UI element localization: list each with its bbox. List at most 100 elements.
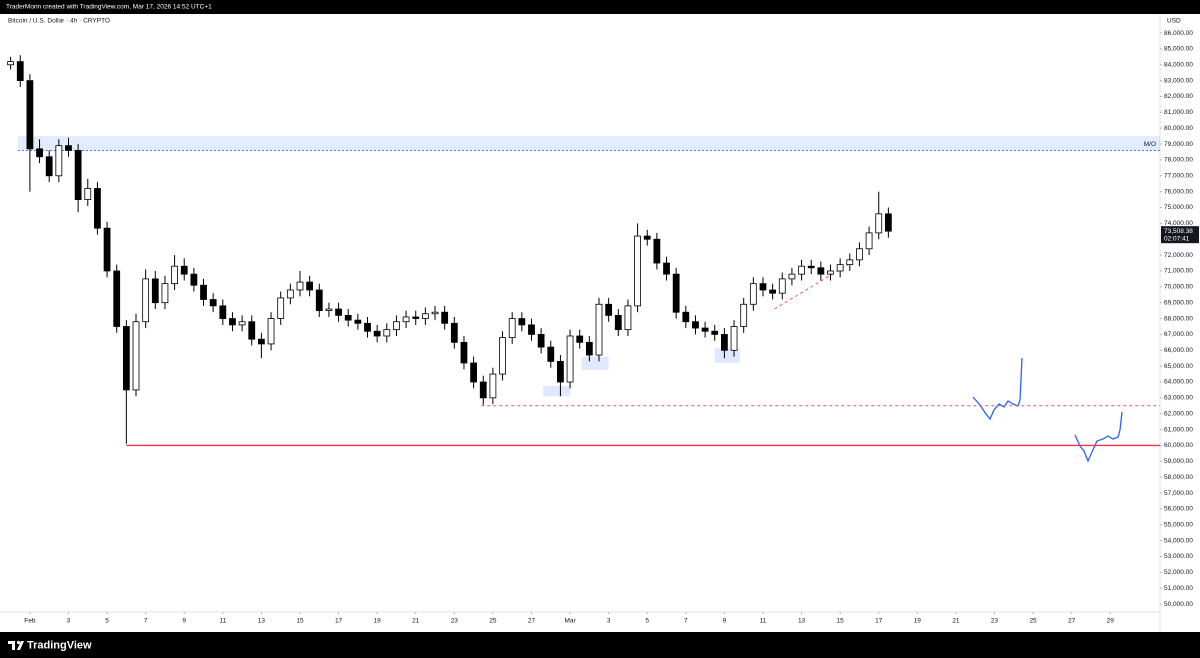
candle-body	[209, 299, 217, 307]
x-tick-label: 17	[335, 618, 343, 625]
candle	[624, 299, 632, 336]
candle-body	[190, 273, 198, 286]
candle	[749, 277, 757, 311]
candle-body	[277, 297, 285, 319]
candle	[499, 331, 506, 381]
candle-body	[798, 265, 805, 275]
y-tick-label: 51,000.00	[1164, 585, 1193, 592]
candle	[7, 56, 15, 70]
candle-body	[740, 303, 748, 327]
candle-body	[595, 303, 603, 356]
candle	[171, 255, 178, 290]
candle-body	[692, 321, 699, 329]
candle	[614, 309, 622, 336]
candle-body	[402, 316, 410, 323]
chart-title: Bitcoin / U.S. Dollar · 4h · CRYPTO	[8, 18, 110, 25]
candle-body	[94, 188, 101, 229]
candle-body	[171, 265, 178, 285]
candle-body	[113, 270, 121, 327]
candle	[45, 150, 53, 183]
candle	[470, 356, 477, 389]
candle-body	[74, 150, 82, 200]
y-tick-label: 59,000.00	[1164, 458, 1193, 465]
candle	[103, 221, 111, 278]
candle-body	[65, 145, 72, 151]
candle-body	[836, 264, 844, 272]
x-tick-label: 21	[952, 618, 960, 625]
x-tick-label: 29	[1107, 618, 1115, 625]
trendline	[774, 264, 849, 310]
candle	[354, 313, 362, 330]
candle	[65, 137, 72, 157]
candle	[566, 329, 574, 389]
y-tick-label: 81,000.00	[1164, 109, 1193, 116]
y-tick-label: 76,000.00	[1164, 188, 1193, 195]
candle	[788, 267, 796, 286]
x-tick-label: 27	[1068, 618, 1076, 625]
candle	[528, 318, 535, 341]
x-tick-label: 13	[798, 618, 806, 625]
candle	[672, 267, 680, 319]
candle-body	[547, 346, 555, 362]
x-tick-label: 21	[412, 618, 420, 625]
candle	[634, 223, 641, 313]
candle	[865, 226, 873, 256]
logo: TradingView	[8, 639, 92, 651]
y-tick-label: 57,000.00	[1164, 490, 1193, 497]
candle	[238, 315, 246, 332]
candle-body	[470, 362, 477, 383]
candle-body	[875, 213, 883, 234]
x-tick-label: Feb	[24, 618, 36, 625]
y-tick-label: 74,000.00	[1164, 220, 1193, 227]
candle-body	[248, 321, 256, 340]
candle-body	[142, 278, 150, 323]
zone-label: M/O	[1144, 141, 1156, 148]
candle	[547, 340, 555, 368]
candle-body	[219, 305, 227, 319]
candle-body	[36, 148, 43, 158]
y-tick-label: 61,000.00	[1164, 426, 1193, 433]
candle-body	[364, 322, 371, 332]
candle-body	[229, 318, 236, 326]
y-tick-label: 50,000.00	[1164, 601, 1193, 608]
x-tick-label: 25	[489, 618, 497, 625]
candle-body	[807, 265, 815, 269]
y-tick-label: 69,000.00	[1164, 299, 1193, 306]
y-tick-label: 64,000.00	[1164, 379, 1193, 386]
candle	[730, 320, 738, 357]
candle-body	[778, 278, 786, 294]
candle	[161, 275, 169, 310]
candle-body	[682, 311, 690, 323]
y-tick-label: 52,000.00	[1164, 569, 1193, 576]
candle	[576, 329, 584, 349]
x-tick-label: 23	[451, 618, 459, 625]
candle	[142, 269, 150, 329]
x-tick-label: 9	[723, 618, 727, 625]
candle-body	[827, 270, 834, 275]
candle	[277, 291, 285, 325]
candle-body	[7, 61, 15, 66]
candle-body	[489, 373, 497, 399]
candle	[421, 307, 429, 325]
candle	[113, 264, 121, 333]
candle	[585, 336, 593, 362]
x-tick-label: 9	[182, 618, 186, 625]
y-tick-label: 62,000.00	[1164, 410, 1193, 417]
candle	[450, 316, 458, 349]
price-tag-label: 73,508.38	[1164, 228, 1193, 235]
credit: TraderMorin created with TradingView.com…	[6, 4, 212, 11]
candle	[875, 191, 883, 240]
currency: USD	[1167, 18, 1181, 25]
candle-body	[528, 324, 535, 335]
x-tick-label: 15	[296, 618, 304, 625]
x-tick-label: 7	[684, 618, 688, 625]
candle-body	[566, 335, 574, 383]
candle	[441, 305, 449, 330]
candle-body	[200, 284, 207, 300]
candle	[229, 312, 236, 332]
candle-body	[45, 156, 53, 177]
candle-body	[508, 318, 516, 338]
candle-body	[730, 326, 738, 351]
